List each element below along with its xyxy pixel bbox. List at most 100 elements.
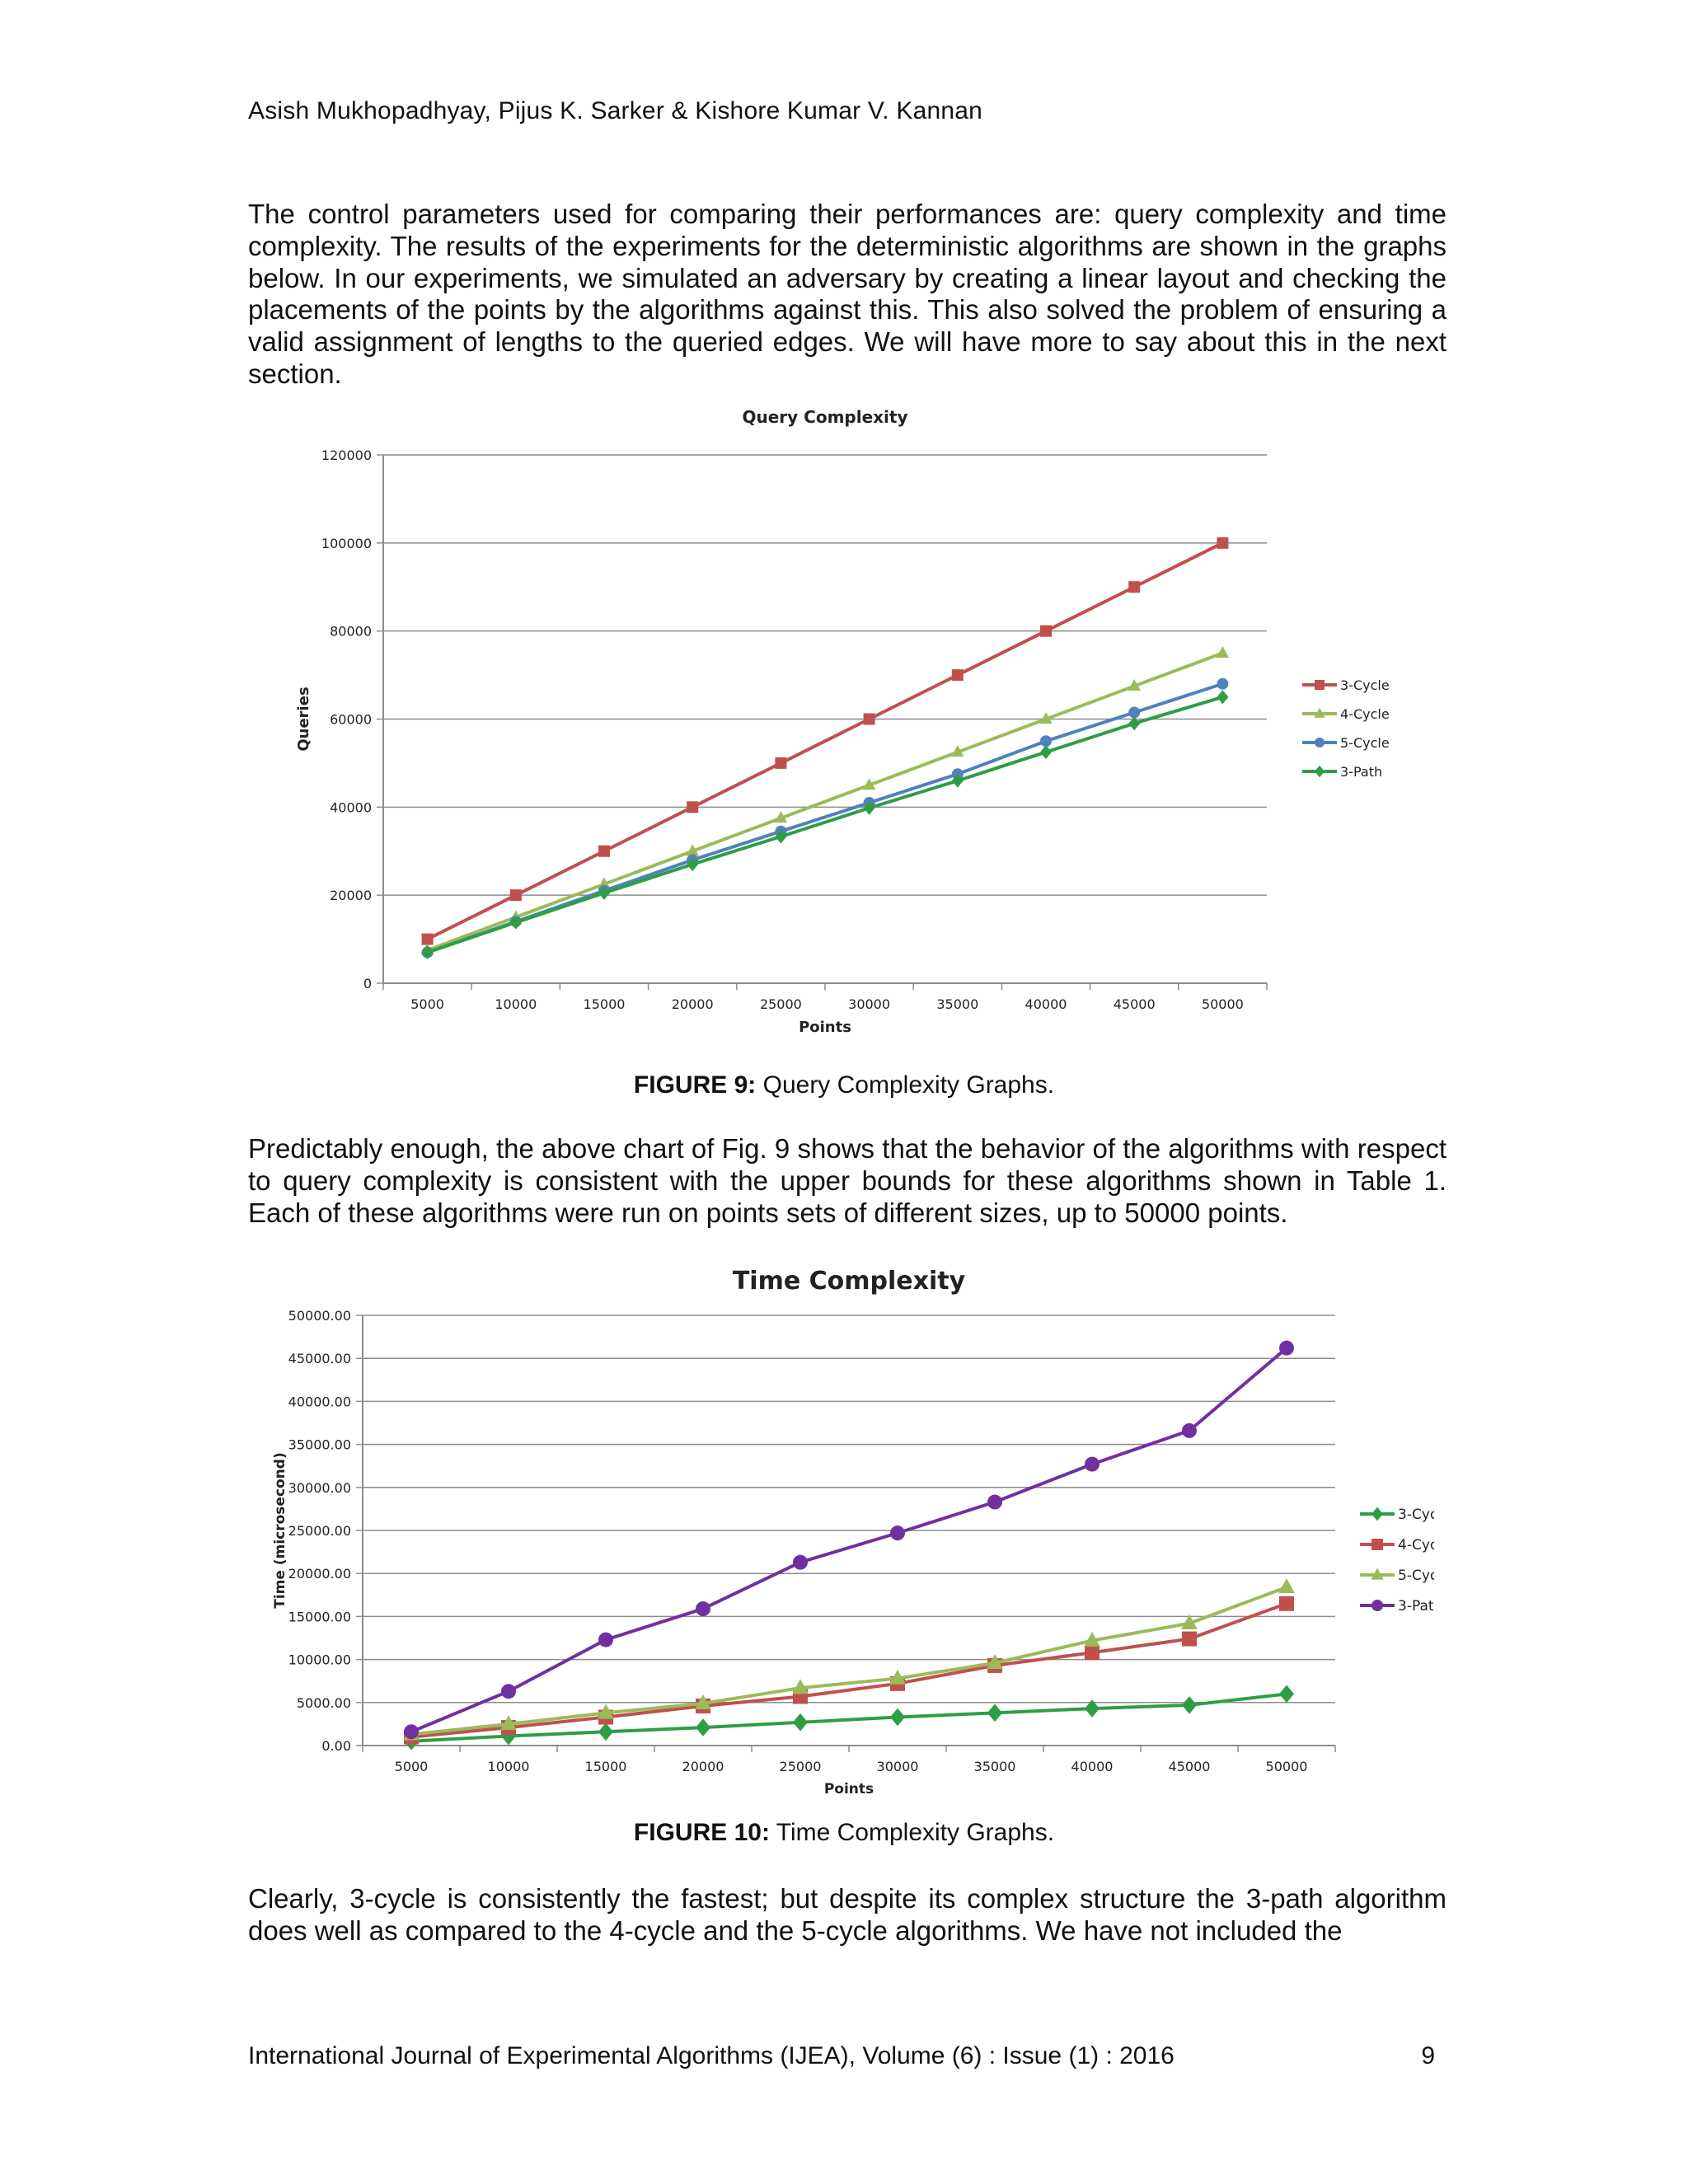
figure-9-caption: FIGURE 9: Query Complexity Graphs. [0, 1071, 1688, 1099]
x-axis-title: Points [799, 1019, 851, 1036]
data-point-3-cycle [890, 1708, 905, 1727]
x-tick-label: 10000 [488, 1759, 530, 1774]
series-3-cycle [404, 1685, 1294, 1750]
data-point-3-cycle [696, 1718, 710, 1736]
data-point-3-path [1128, 716, 1141, 731]
legend-marker [1372, 1539, 1383, 1550]
data-point-3-cycle [1128, 581, 1141, 593]
data-point-3-cycle [1040, 625, 1052, 637]
chart-title: Time Complexity [733, 1267, 966, 1296]
x-tick-label: 5000 [410, 996, 444, 1012]
data-point-5-cycle [1278, 1578, 1295, 1594]
data-point-3-path [501, 1684, 516, 1699]
x-tick-label: 20000 [682, 1759, 724, 1774]
data-point-4-cycle [686, 844, 699, 856]
data-point-5-cycle [1084, 1631, 1100, 1647]
legend-entry-5-cycle: 5-Cycle [1302, 735, 1390, 751]
data-point-3-cycle [775, 757, 787, 769]
y-tick-label: 30000.00 [288, 1480, 351, 1496]
data-point-3-path [1217, 690, 1229, 705]
legend-marker [1371, 1568, 1384, 1580]
paragraph-query-discussion: Predictably enough, the above chart of F… [248, 1133, 1447, 1228]
series-line-3-path [410, 1347, 1288, 1734]
y-tick-label: 25000.00 [288, 1523, 351, 1539]
data-point-3-cycle [1217, 537, 1229, 549]
legend-entry-3-path: 3-Path [1360, 1598, 1442, 1615]
x-tick-label: 35000 [974, 1759, 1016, 1774]
legend-entry-3-path: 3-Path [1302, 764, 1382, 780]
series-3-path [421, 690, 1229, 960]
figure-9-label: FIGURE 9: [633, 1071, 757, 1099]
legend-marker [1314, 707, 1325, 718]
data-point-5-cycle [987, 1653, 1003, 1669]
series-3-path [404, 1340, 1294, 1740]
data-point-3-path [598, 1632, 613, 1647]
x-tick-label: 40000 [1071, 1759, 1114, 1774]
x-axis-title: Points [824, 1781, 874, 1797]
x-tick-label: 10000 [495, 996, 537, 1012]
data-point-4-cycle [1085, 1645, 1100, 1661]
data-point-5-cycle [1181, 1614, 1198, 1629]
legend-marker [1315, 765, 1325, 778]
data-point-3-path [987, 1494, 1002, 1510]
y-tick-label: 35000.00 [288, 1437, 351, 1453]
data-point-5-cycle [1217, 677, 1229, 690]
data-point-3-path [793, 1554, 808, 1570]
query-complexity-svg: Query Complexity 0 20000 40000 60000 80000 100… [295, 407, 1390, 1036]
legend-label: 3-Path [1398, 1598, 1434, 1615]
figure-10-caption: FIGURE 10: Time Complexity Graphs. [0, 1819, 1688, 1847]
legend-label: 4-Cycle [1398, 1537, 1434, 1554]
series-line-4-cycle [426, 651, 1224, 952]
y-tick-label: 80000 [330, 624, 372, 640]
data-point-3-cycle [951, 669, 964, 682]
data-point-4-cycle [598, 877, 611, 889]
data-point-5-cycle [792, 1679, 809, 1694]
legend-marker [1372, 1507, 1383, 1521]
x-tick-label: 45000 [1114, 996, 1156, 1012]
y-tick-label: 20000.00 [288, 1566, 351, 1582]
data-point-4-cycle [862, 778, 876, 790]
data-point-4-cycle [1039, 712, 1053, 724]
page-number: 9 [1421, 2042, 1435, 2069]
data-point-5-cycle [500, 1715, 517, 1731]
query-complexity-chart: Query Complexity 0 20000 40000 60000 80000 100… [280, 398, 1418, 1049]
x-tick-label: 30000 [848, 996, 890, 1012]
data-point-3-cycle [421, 933, 434, 945]
data-point-4-cycle [1182, 1631, 1197, 1647]
legend-label: 3-Cycle [1398, 1507, 1434, 1523]
x-tick-label: 35000 [936, 996, 978, 1012]
legend-label: 5-Cycle [1398, 1568, 1434, 1584]
x-tick-label: 25000 [760, 996, 802, 1012]
legend-marker [1372, 1600, 1383, 1611]
data-point-3-path [1279, 1340, 1294, 1356]
data-point-3-cycle [598, 845, 610, 857]
data-point-3-cycle [687, 801, 699, 813]
y-tick-label: 40000.00 [288, 1394, 351, 1409]
data-point-5-cycle [695, 1694, 711, 1710]
y-tick-label: 15000.00 [288, 1609, 351, 1624]
x-tick-label: 15000 [585, 1759, 627, 1774]
journal-citation: International Journal of Experimental Al… [248, 2042, 1175, 2069]
data-point-5-cycle [1040, 735, 1052, 748]
legend-label: 3-Cycle [1340, 677, 1390, 693]
data-point-3-cycle [509, 889, 522, 902]
data-point-5-cycle [1128, 706, 1141, 719]
data-point-3-path [1085, 1456, 1100, 1472]
data-point-3-cycle [863, 713, 875, 725]
x-tick-label: 30000 [877, 1759, 919, 1774]
series-line-3-cycle [410, 1692, 1287, 1743]
y-tick-label: 20000 [330, 888, 372, 903]
y-tick-label: 50000.00 [288, 1308, 351, 1324]
legend-label: 4-Cycle [1340, 706, 1390, 722]
legend-entry-3-cycle: 3-Cycle [1302, 677, 1390, 693]
y-tick-label: 0 [363, 976, 372, 991]
chart-title: Query Complexity [742, 407, 907, 427]
x-tick-label: 50000 [1202, 996, 1244, 1012]
figure-10-label: FIGURE 10: [633, 1819, 770, 1846]
data-point-4-cycle [1279, 1596, 1294, 1611]
series-line-4-cycle [410, 1601, 1287, 1739]
data-point-3-path [1040, 745, 1052, 759]
data-point-3-path [775, 829, 787, 844]
legend-label: 5-Cycle [1340, 735, 1390, 751]
